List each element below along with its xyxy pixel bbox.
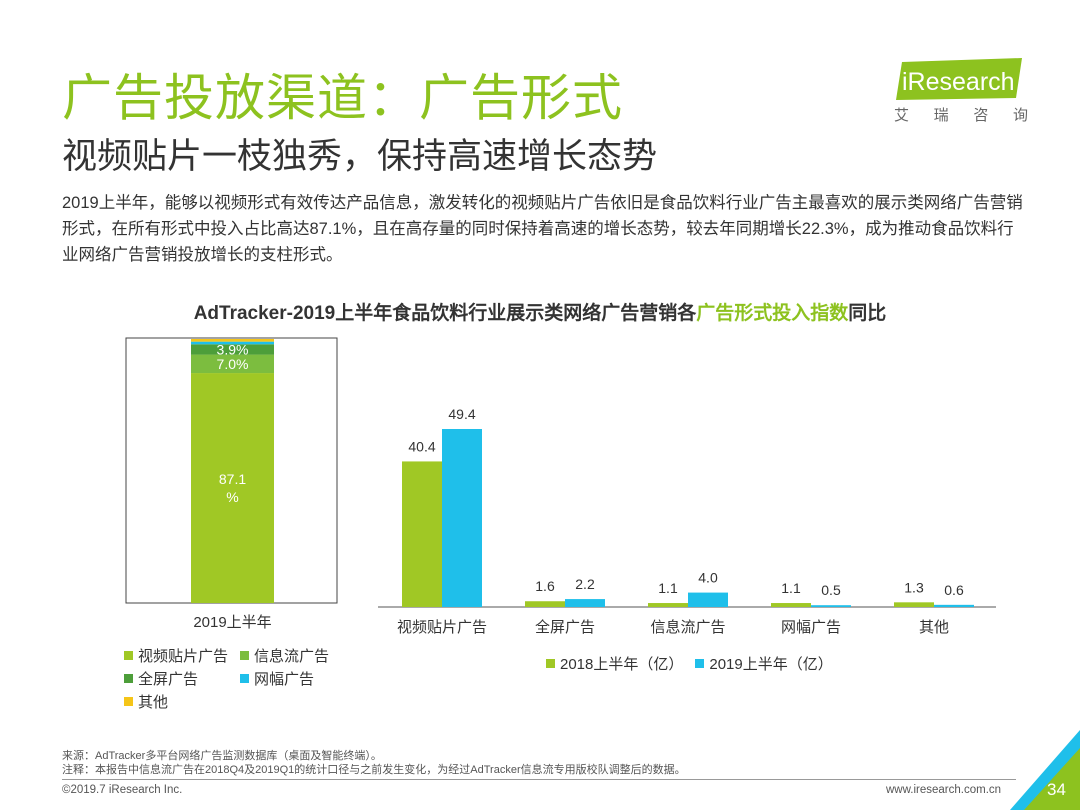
bar-value-label: 0.5 — [821, 582, 841, 598]
footer-notes: 来源：AdTracker多平台网络广告监测数据库（桌面及智能终端）。 注释：本报… — [62, 749, 686, 777]
logo-text: iResearch — [902, 68, 1015, 96]
legend-item-2019: 2019上半年（亿） — [695, 653, 833, 674]
page-title: 广告投放渠道：广告形式 — [62, 70, 623, 126]
bar-value-label: 40.4 — [408, 438, 435, 454]
stacked-segment-label: 3.9% — [217, 341, 249, 357]
legend-item-video: 视频贴片广告 — [124, 645, 240, 666]
x-tick-label: 全屏广告 — [535, 618, 595, 636]
bar-value-label: 4.0 — [698, 570, 718, 586]
bar-value-label: 1.1 — [658, 580, 678, 596]
iresearch-logo: iResearch — [896, 58, 1022, 100]
logo-cn-char: 咨 — [973, 107, 989, 124]
bar — [442, 429, 482, 607]
corner-decoration — [1010, 730, 1080, 810]
bar-value-label: 49.4 — [448, 406, 475, 422]
footer-divider — [62, 779, 1016, 780]
legend-item-feed: 信息流广告 — [240, 645, 356, 666]
bar — [648, 603, 688, 607]
annotation-note: 注释：本报告中信息流广告在2018Q4及2019Q1的统计口径与之前发生变化，为… — [62, 764, 686, 776]
logo-chinese-name: 艾 瑞 咨 询 — [894, 104, 1028, 125]
legend-label: 视频贴片广告 — [138, 648, 229, 665]
x-tick-label: 视频贴片广告 — [397, 619, 487, 636]
legend-label: 2018上半年（亿） — [560, 656, 684, 673]
logo-cn-char: 瑞 — [933, 107, 949, 124]
legend-label: 信息流广告 — [254, 648, 330, 665]
legend-swatch — [695, 659, 705, 668]
bar-legend: 2018上半年（亿） 2019上半年（亿） — [546, 653, 833, 674]
legend-swatch — [124, 674, 133, 683]
bar — [565, 599, 605, 607]
legend-swatch — [240, 674, 249, 683]
chart-title-part1: AdTracker-2019上半年食品饮料行业展示类网络广告营销各 — [193, 303, 697, 324]
legend-label: 2019上半年（亿） — [709, 656, 833, 673]
source-note: 来源：AdTracker多平台网络广告监测数据库（桌面及智能终端）。 — [62, 750, 382, 762]
x-tick-label: 2019上半年 — [193, 614, 271, 631]
stacked-segment — [191, 339, 274, 342]
legend-swatch — [124, 651, 133, 660]
x-tick-label: 其他 — [919, 619, 949, 636]
bar — [811, 605, 851, 607]
summary-paragraph: 2019上半年，能够以视频形式有效传达产品信息，激发转化的视频贴片广告依旧是食品… — [62, 194, 1023, 264]
copyright: ©2019.7 iResearch Inc. — [62, 784, 183, 796]
legend-swatch — [124, 697, 133, 706]
stacked-segment — [191, 341, 274, 345]
stacked-segment-label: 7.0% — [217, 356, 249, 372]
bar-value-label: 1.1 — [781, 580, 801, 596]
page-subtitle: 视频贴片一枝独秀，保持高速增长态势 — [62, 137, 658, 176]
bar — [525, 601, 565, 607]
chart-title-part2: 同比 — [848, 303, 887, 324]
legend-swatch — [546, 659, 555, 668]
logo-cn-char: 询 — [1012, 107, 1028, 124]
stacked-legend: 视频贴片广告 信息流广告 全屏广告 网幅广告 其他 — [124, 644, 356, 713]
legend-swatch — [240, 651, 249, 660]
bar — [771, 603, 811, 607]
legend-item-2018: 2018上半年（亿） — [546, 653, 683, 674]
chart-title: AdTracker-2019上半年食品饮料行业展示类网络广告营销各广告形式投入指… — [0, 298, 1080, 325]
stacked-segment — [191, 344, 274, 355]
stacked-segment — [191, 354, 274, 374]
bar — [894, 602, 934, 607]
stacked-segment-label: 87.1 — [219, 471, 246, 487]
bar-value-label: 1.6 — [535, 578, 555, 594]
bar — [688, 592, 728, 607]
x-tick-label: 信息流广告 — [650, 619, 725, 636]
stacked-segment-label: % — [226, 489, 238, 505]
legend-label: 其他 — [138, 694, 169, 711]
x-tick-label: 网幅广告 — [781, 619, 841, 636]
website-link[interactable]: www.iresearch.com.cn — [886, 784, 1002, 796]
bar-value-label: 2.2 — [575, 576, 595, 592]
bar — [934, 604, 974, 607]
bar — [402, 461, 442, 607]
bar-value-label: 0.6 — [944, 582, 964, 598]
legend-item-fullscreen: 全屏广告 — [124, 668, 240, 689]
bar-value-label: 1.3 — [904, 579, 924, 595]
chart-title-highlight: 广告形式投入指数 — [696, 303, 849, 324]
logo-cn-char: 艾 — [894, 107, 910, 124]
legend-label: 网幅广告 — [254, 671, 315, 688]
page-number: 34 — [1047, 780, 1066, 799]
legend-item-banner: 网幅广告 — [240, 668, 356, 689]
stacked-segment — [191, 373, 274, 603]
legend-item-other: 其他 — [124, 691, 240, 712]
legend-label: 全屏广告 — [138, 671, 199, 688]
